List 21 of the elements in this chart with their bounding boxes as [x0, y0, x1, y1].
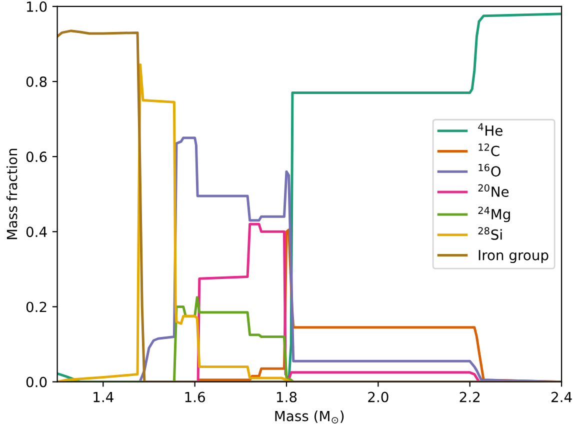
legend-label: $^{20}$Ne	[478, 184, 509, 197]
x-tick-label: 1.4	[94, 392, 114, 402]
x-axis-title: Mass (M$_{⊙}$)	[275, 410, 344, 424]
x-tick-label: 2.0	[368, 392, 388, 402]
y-tick-label: 0.2	[26, 302, 46, 312]
x-tick-label: 2.2	[460, 392, 480, 402]
y-tick-label: 0.0	[26, 376, 47, 388]
y-tick-label: 0.6	[26, 152, 47, 162]
y-tick-label: 0.8	[26, 76, 47, 87]
legend-label: Iron group	[478, 250, 548, 264]
x-tick-label: 2.4	[552, 392, 572, 402]
y-tick-label: 1.0	[27, 1, 47, 12]
legend-label: $^{28}$Si	[478, 227, 502, 240]
legend-label: $^{12}$C	[478, 143, 500, 156]
y-axis-title: Mass fraction	[6, 148, 18, 240]
legend-label: $^{24}$Mg	[478, 206, 510, 222]
legend-label: $^{4}$He	[478, 123, 502, 136]
x-tick-label: 1.8	[276, 392, 297, 402]
legend-label: $^{16}$O	[478, 164, 501, 177]
x-tick-label: 1.6	[185, 392, 205, 402]
y-tick-label: 0.4	[26, 226, 47, 238]
